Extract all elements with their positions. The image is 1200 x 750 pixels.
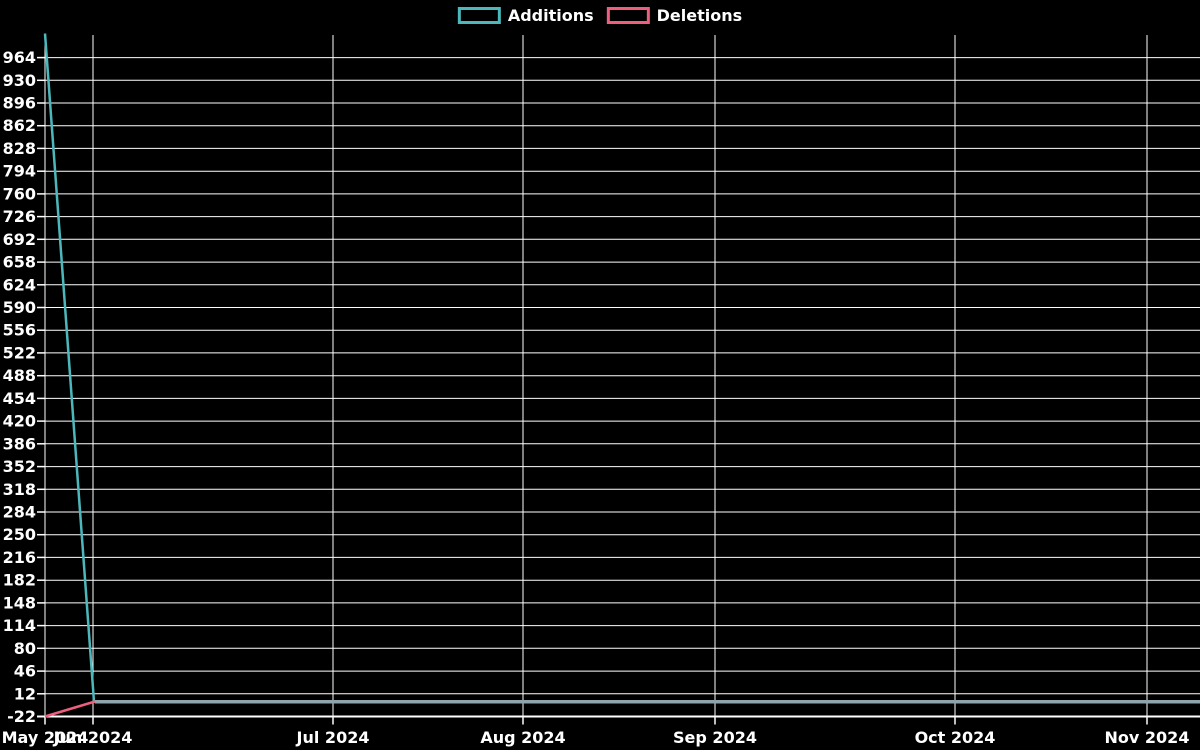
- x-tick-label: Oct 2024: [915, 728, 996, 747]
- y-tick-label: 352: [3, 457, 36, 476]
- y-tick-label: 726: [3, 207, 36, 226]
- x-tick-label: Sep 2024: [673, 728, 757, 747]
- additions-line: [43, 33, 1200, 704]
- x-tick-label: Jun 2024: [53, 728, 133, 747]
- y-tick-label: 590: [3, 298, 36, 317]
- y-tick-label: 794: [3, 162, 36, 181]
- y-tick-label: 12: [14, 684, 36, 703]
- y-tick-label: 862: [3, 116, 36, 135]
- y-tick-label: 896: [3, 94, 36, 113]
- y-tick-label: 318: [3, 480, 36, 499]
- x-tick-label: Nov 2024: [1105, 728, 1190, 747]
- y-tick-label: 658: [3, 253, 36, 272]
- y-tick-label: 624: [3, 275, 36, 294]
- y-tick-label: 488: [3, 366, 36, 385]
- y-tick-label: 216: [3, 548, 36, 567]
- additions-legend-label: Additions: [507, 6, 594, 25]
- y-tick-label: 556: [3, 321, 36, 340]
- y-tick-label: 454: [3, 389, 36, 408]
- deletions-legend-swatch: [606, 7, 650, 24]
- y-tick-label: -22: [7, 707, 36, 726]
- y-tick-label: 930: [3, 71, 36, 90]
- deletions-legend-label: Deletions: [656, 6, 743, 25]
- y-tick-label: 760: [3, 184, 36, 203]
- y-tick-label: 46: [14, 662, 36, 681]
- y-tick-label: 522: [3, 343, 36, 362]
- y-tick-label: 148: [3, 593, 36, 612]
- x-tick-label: Jul 2024: [296, 728, 370, 747]
- chart-legend: Additions Deletions: [457, 6, 743, 25]
- y-tick-label: 692: [3, 230, 36, 249]
- y-tick-label: 80: [14, 639, 36, 658]
- y-tick-label: 250: [3, 525, 36, 544]
- x-tick-label: Aug 2024: [480, 728, 565, 747]
- y-tick-label: 284: [3, 503, 36, 522]
- y-tick-label: 964: [3, 48, 36, 67]
- y-tick-label: 182: [3, 571, 36, 590]
- deletions-line: [44, 700, 1200, 718]
- y-tick-label: 114: [3, 616, 36, 635]
- additions-legend-swatch: [457, 7, 501, 24]
- x-tick-label: May 2024: [2, 728, 89, 747]
- legend-item-deletions: Deletions: [606, 6, 743, 25]
- legend-item-additions: Additions: [457, 6, 594, 25]
- y-tick-label: 828: [3, 139, 36, 158]
- y-tick-label: 386: [3, 434, 36, 453]
- y-tick-label: 420: [3, 412, 36, 431]
